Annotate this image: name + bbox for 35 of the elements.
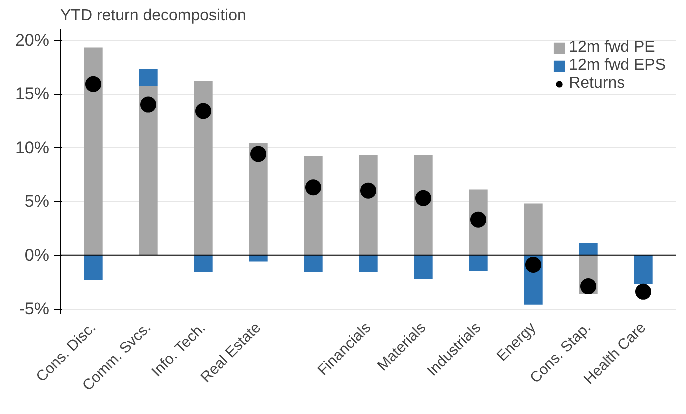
legend-label: Returns — [569, 75, 626, 93]
bar — [194, 81, 213, 256]
bar — [634, 255, 653, 284]
bar — [139, 86, 158, 256]
y-tick-label: 15% — [15, 84, 50, 104]
point — [360, 182, 376, 199]
bar — [414, 255, 433, 280]
bar — [249, 144, 268, 256]
bar — [194, 255, 213, 273]
point — [86, 76, 102, 92]
bar — [84, 48, 103, 256]
point — [636, 284, 652, 300]
bar — [304, 255, 323, 273]
bar — [469, 255, 488, 272]
y-tick-label: 5% — [24, 192, 50, 212]
point — [306, 180, 322, 196]
y-tick-label: 10% — [15, 138, 50, 158]
y-tick-label: 0% — [24, 246, 50, 265]
bar — [579, 244, 598, 256]
point — [196, 103, 212, 120]
bar — [249, 255, 268, 262]
y-tick-label: -5% — [19, 300, 50, 319]
bar — [359, 255, 378, 273]
point — [526, 257, 542, 274]
y-tick-label: 20% — [15, 30, 50, 50]
point — [416, 190, 432, 206]
legend-label: 12m fwd EPS — [569, 57, 666, 75]
legend-label: 12m fwd PE — [569, 39, 656, 57]
bar — [139, 69, 158, 86]
chart-title: YTD return decomposition — [60, 8, 246, 24]
bar — [84, 255, 103, 280]
bar — [524, 204, 543, 256]
point — [580, 278, 596, 295]
point — [140, 96, 156, 113]
point — [250, 146, 266, 162]
